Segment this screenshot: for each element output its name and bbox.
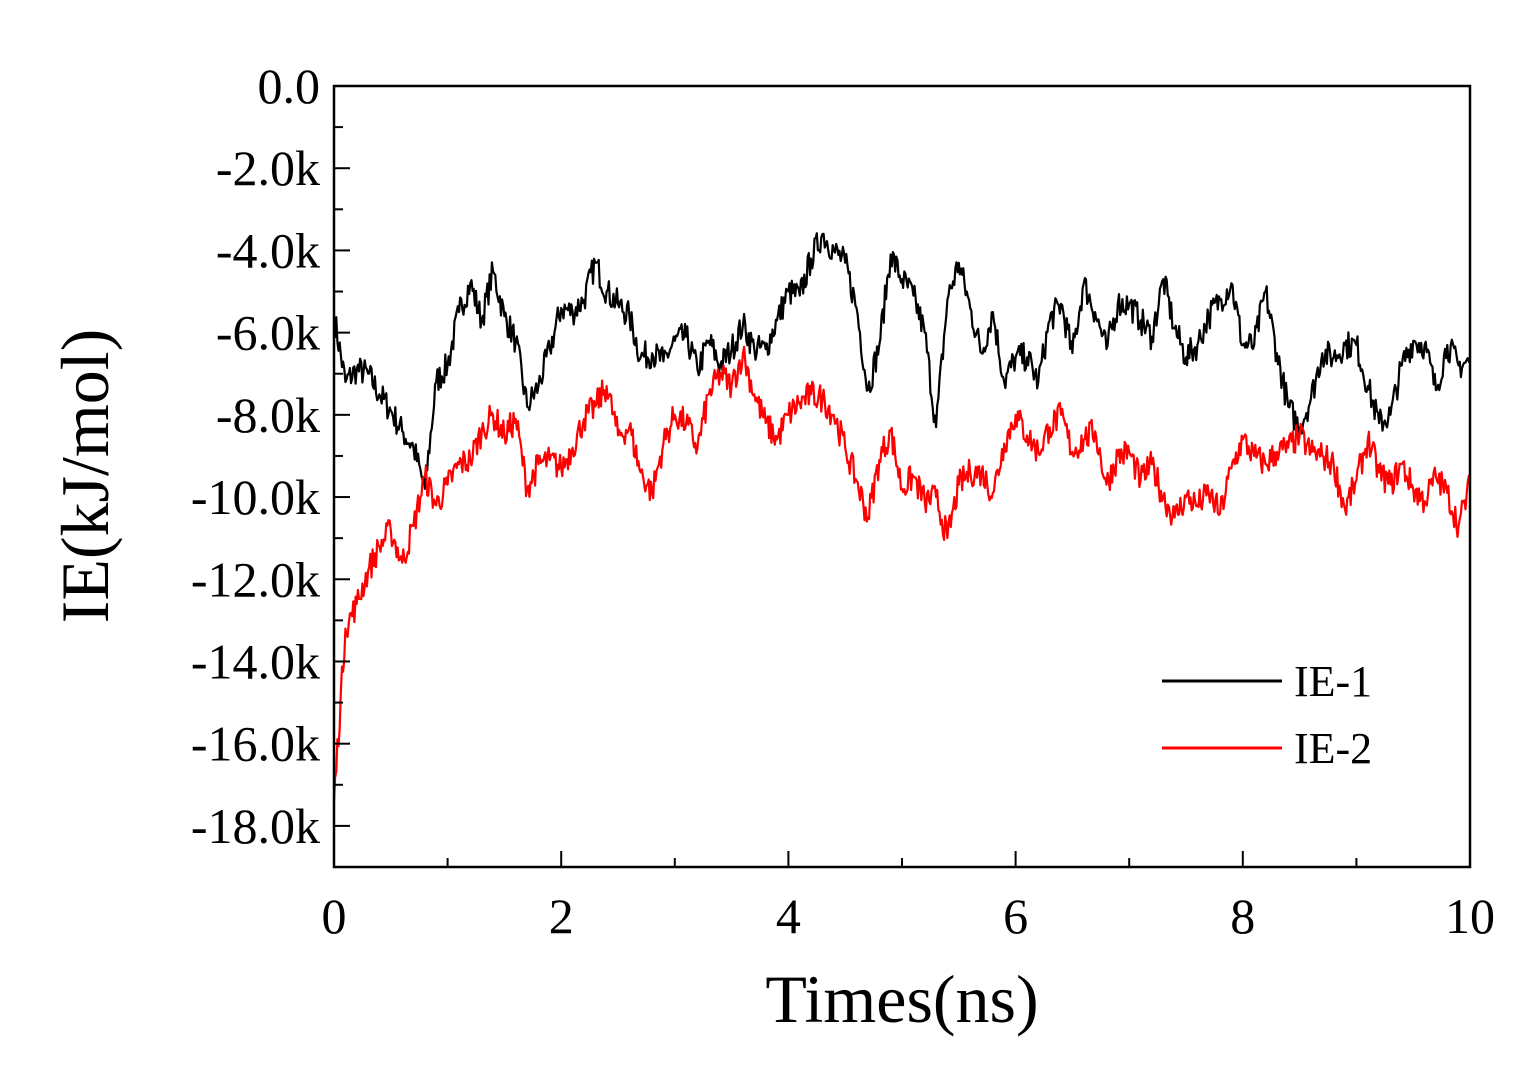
x-tick-label: 6 [1003, 888, 1028, 944]
ticks-layer [333, 85, 1471, 868]
series-layer [332, 232, 1472, 802]
legend: IE-1 IE-2 [1162, 657, 1372, 773]
y-tick-label: -10.0k [191, 469, 320, 525]
x-tick-label: 0 [322, 888, 347, 944]
y-tick-label: -2.0k [216, 140, 320, 196]
tick-labels-layer: 0 2 4 6 8 10 0.0 -2.0k -4.0k -6.0k -8.0k -10.0k -12.… [191, 58, 1495, 944]
y-tick-label: -6.0k [216, 305, 320, 361]
series-line-ie-1 [332, 232, 1471, 490]
x-tick-label: 2 [549, 888, 574, 944]
x-axis-title: Times(ns) [765, 961, 1038, 1037]
x-tick-label: 8 [1230, 888, 1255, 944]
x-tick-label: 4 [776, 888, 801, 944]
y-tick-label: -4.0k [216, 222, 320, 278]
y-tick-label: -18.0k [191, 798, 320, 854]
y-tick-label: 0.0 [258, 58, 321, 114]
legend-label-ie-1: IE-1 [1294, 657, 1372, 706]
legend-label-ie-2: IE-2 [1294, 724, 1372, 773]
x-tick-label: 10 [1445, 888, 1495, 944]
y-tick-label: -14.0k [191, 633, 320, 689]
y-tick-label: -16.0k [191, 716, 320, 772]
y-axis-title: IE(kJ/mol) [47, 329, 123, 624]
series-line-ie-2 [332, 345, 1472, 802]
y-tick-label: -8.0k [216, 387, 320, 443]
y-tick-label: -12.0k [191, 551, 320, 607]
